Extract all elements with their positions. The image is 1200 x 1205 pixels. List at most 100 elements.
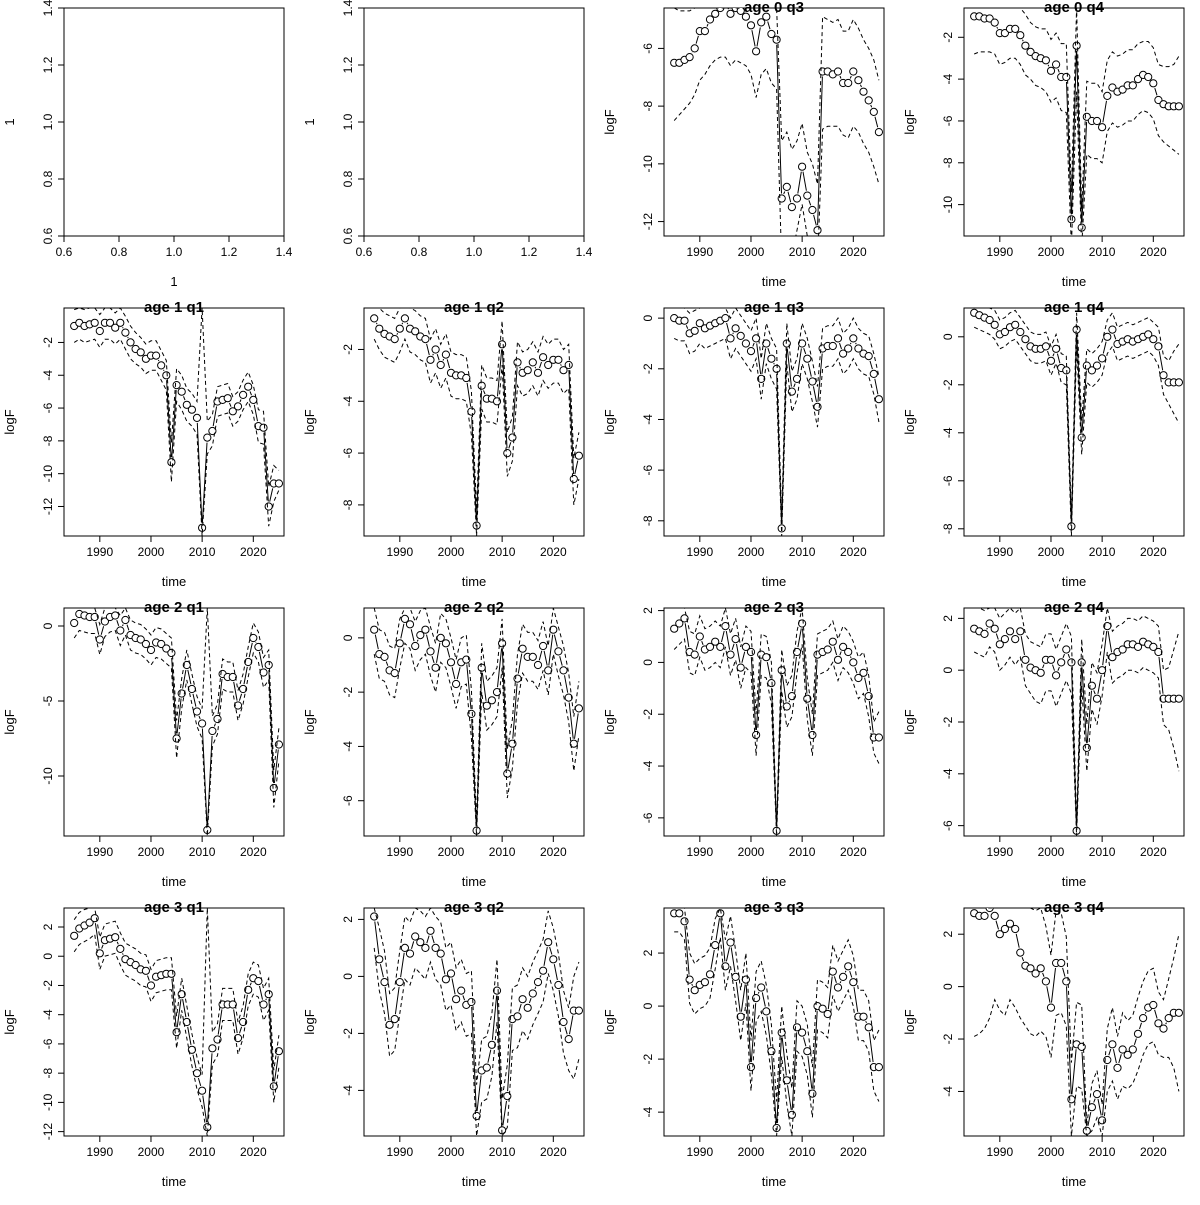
- series-group: [670, 308, 884, 536]
- data-point: [487, 696, 496, 705]
- estimate-line: [685, 322, 879, 524]
- data-point: [700, 978, 710, 987]
- lower-ci-line: [973, 998, 1180, 1136]
- data-point: [741, 339, 751, 348]
- data-point: [441, 975, 450, 984]
- x-tick-label: 0.6: [56, 245, 73, 259]
- data-point: [854, 76, 863, 85]
- x-tick-label: 2000: [438, 545, 465, 559]
- upper-ci-line: [974, 608, 1180, 824]
- data-point: [141, 639, 150, 649]
- data-point: [426, 647, 435, 656]
- data-point: [100, 617, 110, 626]
- y-tick-label: -8: [941, 523, 955, 534]
- data-point: [492, 986, 502, 995]
- x-tick-label: 1990: [86, 845, 113, 859]
- x-tick-label: 2010: [489, 545, 516, 559]
- data-point: [395, 324, 404, 333]
- data-point: [1062, 645, 1071, 654]
- data-point: [716, 8, 725, 13]
- data-point: [259, 423, 268, 432]
- data-point: [482, 1063, 491, 1072]
- x-tick-label: 2000: [738, 245, 765, 259]
- data-point: [833, 983, 843, 992]
- data-point: [736, 331, 745, 340]
- data-point: [1057, 958, 1066, 968]
- panel-age-1-q2: 1990 2000 2010 2020 -8 -6 -4 -2 time logF age 1 q2: [302, 299, 585, 589]
- x-tick-label: 1.0: [466, 245, 483, 259]
- data-point: [436, 949, 445, 958]
- x-tick-label: 2010: [1089, 845, 1116, 859]
- y-tick-label: 0.8: [41, 170, 55, 187]
- data-point: [828, 341, 837, 351]
- data-point: [1092, 361, 1102, 370]
- plot-frame: [63, 907, 285, 1137]
- data-point: [518, 644, 527, 653]
- data-point: [223, 394, 232, 403]
- y-tick-label: 1.2: [41, 56, 55, 73]
- estimate-line: [995, 920, 1167, 1127]
- data-point: [1011, 24, 1020, 33]
- data-point: [859, 1012, 868, 1021]
- data-point: [1174, 1008, 1184, 1017]
- data-point: [1000, 635, 1010, 644]
- data-point: [675, 619, 684, 628]
- panel-age-1-q4: 1990 2000 2010 2020 -8 -6 -4 -2 0 time logF age 1 q…: [902, 299, 1185, 589]
- x-tick-label: 2010: [1089, 545, 1116, 559]
- x-axis-label: time: [762, 874, 787, 889]
- data-point: [554, 980, 563, 990]
- y-tick-label: 1.0: [341, 113, 355, 130]
- data-point: [1067, 658, 1076, 667]
- lower-ci-line: [373, 947, 580, 1136]
- data-point: [192, 413, 202, 422]
- data-point: [1057, 658, 1066, 667]
- y-axis-label: logF: [2, 709, 17, 734]
- data-point: [736, 1012, 745, 1021]
- panel-title: age 2 q2: [444, 599, 504, 616]
- plot-frame: [63, 307, 285, 537]
- data-point: [782, 182, 791, 191]
- data-point: [767, 679, 776, 688]
- data-point: [726, 650, 735, 659]
- data-point: [1092, 116, 1102, 126]
- data-point: [395, 978, 404, 987]
- data-point: [233, 402, 243, 411]
- data-point: [1011, 924, 1020, 934]
- y-tick-label: -12: [641, 213, 655, 231]
- data-point: [690, 986, 699, 995]
- data-point: [564, 1035, 573, 1044]
- y-tick-label: 2: [641, 949, 655, 956]
- data-point: [431, 663, 440, 672]
- data-point: [90, 612, 99, 622]
- y-tick-label: -2: [41, 337, 55, 348]
- data-point: [680, 614, 689, 623]
- y-tick-label: -6: [341, 447, 355, 458]
- data-point: [823, 645, 832, 654]
- data-point: [436, 360, 445, 370]
- data-point: [1087, 1103, 1097, 1112]
- lower-ci-line: [73, 338, 280, 536]
- data-point: [746, 21, 756, 30]
- lower-ci-line: [673, 337, 880, 536]
- data-point: [787, 203, 797, 212]
- data-point: [70, 931, 79, 940]
- x-axis-label: time: [1062, 274, 1087, 289]
- y-tick-label: -6: [341, 795, 355, 806]
- data-point: [1113, 1063, 1122, 1073]
- y-axis-label: logF: [602, 709, 617, 734]
- data-point: [803, 191, 812, 200]
- data-point: [670, 624, 679, 633]
- y-tick-label: -8: [41, 1067, 55, 1078]
- data-point: [1011, 320, 1020, 329]
- x-tick-label: 1.2: [521, 245, 538, 259]
- data-point: [772, 35, 781, 44]
- data-point: [390, 669, 399, 678]
- panel-age-0-q4: 1990 2000 2010 2020 -10 -8 -6 -4 -2 time logF age 0…: [902, 0, 1185, 289]
- data-point: [798, 339, 807, 348]
- data-point: [467, 997, 476, 1007]
- data-point: [833, 655, 843, 664]
- y-tick-label: 1.2: [341, 56, 355, 73]
- y-tick-label: -6: [41, 402, 55, 413]
